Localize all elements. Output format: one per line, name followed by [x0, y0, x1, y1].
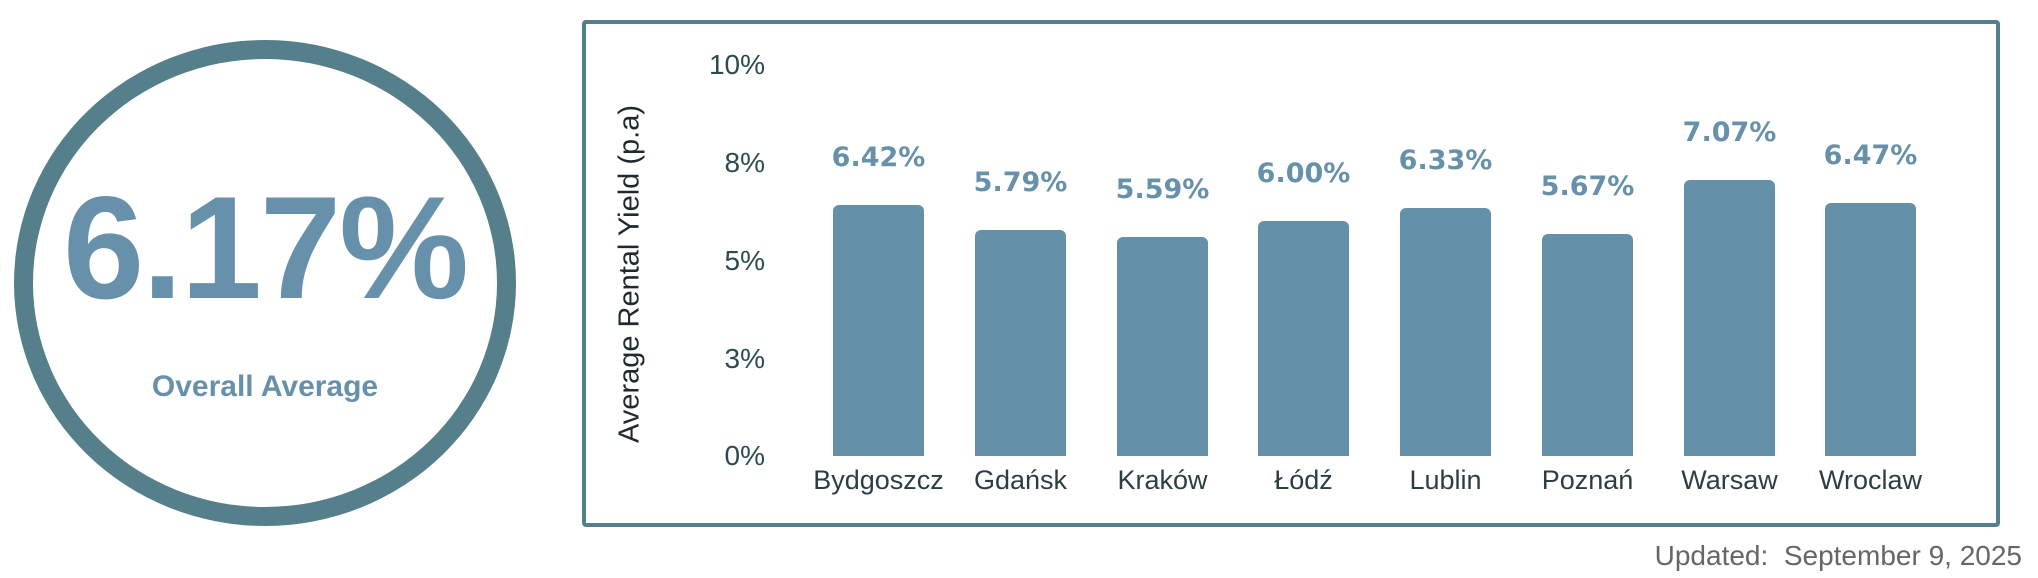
updated-timestamp: Updated: September 9, 2025 [1654, 540, 2022, 571]
bar-bydgoszcz[interactable] [833, 205, 924, 456]
x-tick-label: Bydgoszcz [813, 465, 944, 495]
bar-value-label: 6.33% [1398, 145, 1493, 176]
y-tick-label: 8% [724, 147, 765, 178]
x-tick-label: Gdańsk [973, 465, 1068, 495]
bar-value-label: 5.67% [1540, 171, 1635, 202]
bar-value-label: 6.47% [1823, 140, 1918, 171]
bar-value-label: 7.07% [1682, 117, 1777, 148]
bar-value-label: 5.79% [973, 167, 1068, 198]
x-tick-label: Poznań [1541, 465, 1634, 495]
bar-lublin[interactable] [1400, 208, 1491, 456]
bar-value-label: 6.42% [831, 142, 926, 173]
bar-wroclaw[interactable] [1825, 203, 1916, 456]
overall-average-value: 6.17% [63, 166, 469, 329]
bar-value-label: 6.00% [1256, 158, 1351, 189]
y-tick-label: 3% [724, 343, 765, 374]
bar-value-label: 5.59% [1115, 174, 1210, 205]
bar-krakow[interactable] [1117, 237, 1208, 456]
y-tick-label: 5% [724, 245, 765, 276]
y-axis-title: Average Rental Yield (p.a) [613, 104, 646, 444]
bar-poznan[interactable] [1542, 234, 1633, 456]
chart-frame [582, 20, 2000, 527]
x-tick-label: Lublin [1409, 465, 1482, 495]
x-tick-label: Kraków [1117, 465, 1208, 495]
x-tick-label: Łódź [1274, 465, 1333, 495]
y-tick-label: 10% [708, 49, 765, 80]
bar-warsaw[interactable] [1684, 180, 1775, 456]
bar-lodz[interactable] [1258, 221, 1349, 456]
overall-average-label: Overall Average [151, 370, 379, 403]
x-tick-label: Wroclaw [1818, 465, 1923, 495]
bar-gdansk[interactable] [975, 230, 1066, 456]
y-tick-label: 0% [724, 440, 765, 471]
x-tick-label: Warsaw [1681, 465, 1778, 495]
